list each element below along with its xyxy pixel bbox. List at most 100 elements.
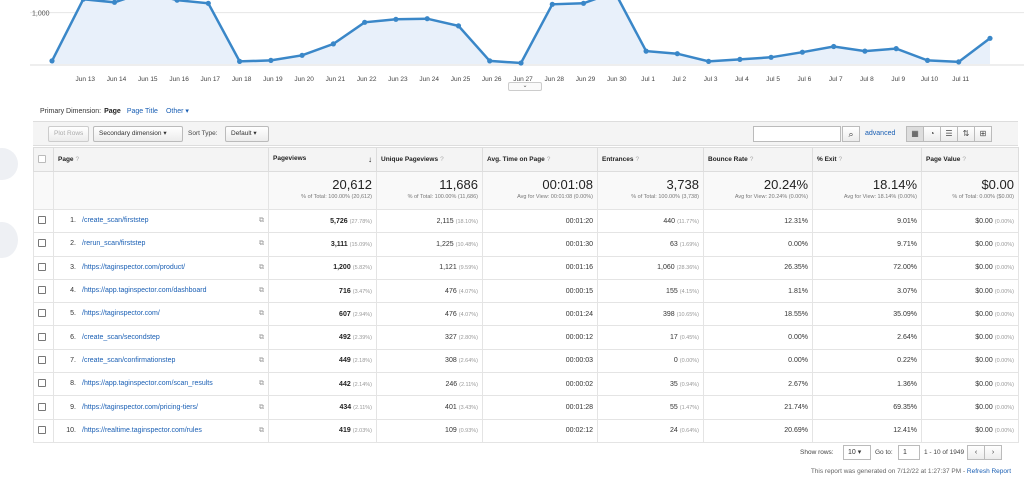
page-link[interactable]: /create_scan/firststep (82, 217, 149, 225)
goto-input[interactable]: 1 (898, 445, 920, 460)
chart-resize-handle[interactable]: ⌄ (508, 82, 542, 91)
bounce-rate-cell: 2.67% (703, 372, 813, 397)
next-page-button[interactable]: › (984, 445, 1002, 460)
x-axis-tick-label: Jul 3 (704, 76, 718, 83)
sort-type-dropdown[interactable]: Default ▾ (225, 126, 269, 142)
column-header-avg-time[interactable]: Avg. Time on Page? (482, 147, 598, 172)
column-header-exit[interactable]: % Exit? (812, 147, 922, 172)
x-axis-tick-label: Jul 11 (952, 76, 969, 83)
refresh-report-link[interactable]: Refresh Report (966, 468, 1011, 475)
bounce-rate-cell: 21.74% (703, 395, 813, 420)
dimension-option-page-title[interactable]: Page Title (126, 108, 158, 115)
open-page-icon[interactable]: ⧉ (259, 310, 264, 318)
row-checkbox[interactable] (38, 286, 46, 295)
row-checkbox[interactable] (38, 332, 46, 341)
data-point (455, 23, 462, 29)
row-checkbox[interactable] (38, 309, 46, 318)
performance-view-icon[interactable]: ☰ (940, 126, 958, 142)
data-point (268, 57, 274, 64)
search-input[interactable] (753, 126, 841, 142)
x-axis-tick-label: Jun 20 (294, 76, 314, 83)
show-rows-select[interactable]: 10 ▾ (843, 445, 871, 460)
table-row[interactable]: 4. /https://app.taginspector.com/dashboar… (33, 278, 1019, 304)
x-axis-tick-label: Jun 23 (388, 76, 408, 83)
table-row[interactable]: 3. /https://taginspector.com/product/ ⧉ 1,2… (33, 255, 1019, 280)
page-link[interactable]: /https://app.taginspector.com/dashboard (82, 287, 207, 295)
open-page-icon[interactable]: ⧉ (259, 356, 264, 364)
row-checkbox[interactable] (38, 425, 46, 434)
page-link[interactable]: /https://taginspector.com/product/ (82, 263, 186, 271)
avg-time-cell: 00:00:12 (482, 325, 598, 350)
row-checkbox[interactable] (38, 355, 46, 364)
prev-page-button[interactable]: ‹ (967, 445, 985, 460)
table-row[interactable]: 5. /https://taginspector.com/ ⧉ 607 (2.94%) 4… (33, 302, 1019, 327)
avg-time-cell: 00:02:12 (482, 418, 598, 443)
page-link[interactable]: /create_scan/confirmationstep (82, 356, 176, 364)
total-entrances: 3,738% of Total: 100.00% (3,738) (597, 171, 704, 210)
pie-view-icon[interactable]: ◔ (923, 126, 941, 142)
x-axis-tick-label: Jun 29 (576, 76, 596, 83)
open-page-icon[interactable]: ⧉ (259, 240, 264, 248)
row-checkbox[interactable] (38, 402, 46, 411)
bounce-rate-cell: 0.00% (703, 325, 813, 350)
table-row[interactable]: 1. /create_scan/firststep ⧉ 5,726 (27.78%) 2,… (33, 208, 1019, 234)
column-header-pageviews[interactable]: Pageviews ↓ (268, 147, 377, 172)
open-page-icon[interactable]: ⧉ (259, 426, 264, 434)
column-header-page[interactable]: Page? (53, 147, 269, 172)
plot-rows-button[interactable]: Plot Rows (48, 126, 90, 142)
table-view-icon[interactable]: ▦ (906, 126, 924, 142)
avg-time-cell: 00:00:15 (482, 278, 598, 304)
page-link[interactable]: /https://taginspector.com/ (82, 310, 160, 318)
exit-cell: 3.07% (812, 278, 922, 304)
x-axis-tick-label: Jun 15 (138, 76, 158, 83)
column-header-entrances[interactable]: Entrances? (597, 147, 704, 172)
open-page-icon[interactable]: ⧉ (259, 263, 264, 271)
comparison-view-icon[interactable]: ⇅ (957, 126, 975, 142)
table-row[interactable]: 2. /rerun_scan/firststep ⧉ 3,111 (15.09%) 1,2… (33, 232, 1019, 257)
pageviews-cell: 1,200 (5.82%) (268, 255, 377, 280)
search-icon[interactable]: ⌕ (842, 126, 860, 142)
column-header-bounce-rate[interactable]: Bounce Rate? (703, 147, 813, 172)
page-cell: 4. /https://app.taginspector.com/dashboar… (53, 278, 269, 304)
data-point (831, 43, 837, 50)
select-all-checkbox[interactable] (38, 154, 46, 163)
page-value-cell: $0.00 (0.00%) (921, 325, 1019, 350)
open-page-icon[interactable]: ⧉ (259, 287, 264, 295)
entrances-cell: 440 (11.77%) (597, 208, 704, 234)
page-value-cell: $0.00 (0.00%) (921, 418, 1019, 443)
page-link[interactable]: /https://app.taginspector.com/scan_resul… (82, 380, 213, 388)
row-checkbox[interactable] (38, 379, 46, 388)
advanced-filter-link[interactable]: advanced (865, 130, 896, 137)
table-row[interactable]: 10. /https://realtime.taginspector.com/ru… (33, 418, 1019, 443)
open-page-icon[interactable]: ⧉ (259, 380, 264, 388)
open-page-icon[interactable]: ⧉ (259, 217, 264, 225)
column-header-page-value[interactable]: Page Value? (921, 147, 1019, 172)
open-page-icon[interactable]: ⧉ (259, 333, 264, 341)
dimension-option-other[interactable]: Other ▾ (165, 108, 189, 115)
data-point (737, 56, 743, 63)
open-page-icon[interactable]: ⧉ (259, 403, 264, 411)
page-cell: 8. /https://app.taginspector.com/scan_res… (53, 372, 269, 397)
page-link[interactable]: /https://taginspector.com/pricing-tiers/ (82, 403, 198, 411)
table-row[interactable]: 8. /https://app.taginspector.com/scan_res… (33, 372, 1019, 397)
page-link[interactable]: /create_scan/secondstep (82, 333, 160, 341)
bounce-rate-cell: 12.31% (703, 208, 813, 234)
pivot-view-icon[interactable]: ⊞ (974, 126, 992, 142)
page-value-cell: $0.00 (0.00%) (921, 208, 1019, 234)
page-link[interactable]: /rerun_scan/firststep (82, 240, 146, 248)
page-link[interactable]: /https://realtime.taginspector.com/rules (82, 426, 202, 434)
row-checkbox[interactable] (38, 239, 46, 248)
table-row[interactable]: 9. /https://taginspector.com/pricing-tier… (33, 395, 1019, 420)
secondary-dimension-dropdown[interactable]: Secondary dimension ▾ (93, 126, 183, 142)
bounce-rate-cell: 1.81% (703, 278, 813, 304)
column-header-unique-pageviews[interactable]: Unique Pageviews? (376, 147, 483, 172)
x-axis-tick-label: Jul 2 (672, 76, 686, 83)
page-value-cell: $0.00 (0.00%) (921, 255, 1019, 280)
unique-pageviews-cell: 246 (2.11%) (376, 372, 483, 397)
table-row[interactable]: 7. /create_scan/confirmationstep ⧉ 449 (2.18… (33, 348, 1019, 374)
row-checkbox[interactable] (38, 216, 46, 225)
table-row[interactable]: 6. /create_scan/secondstep ⧉ 492 (2.39%) 327(… (33, 325, 1019, 350)
row-number: 10. (66, 426, 76, 434)
row-checkbox[interactable] (38, 262, 46, 271)
data-point (643, 48, 649, 54)
